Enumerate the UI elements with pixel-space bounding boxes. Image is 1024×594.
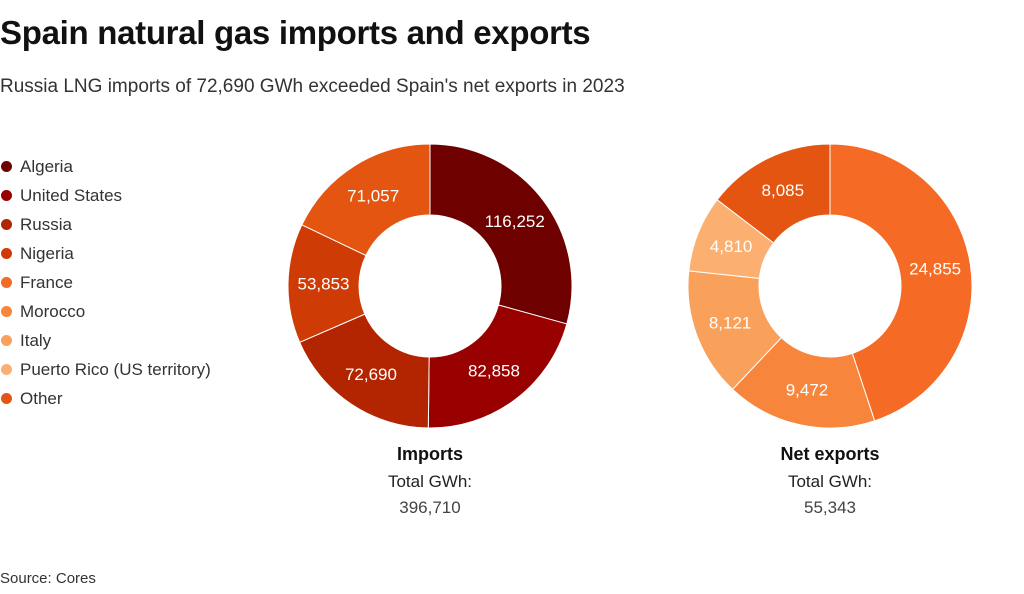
legend-label: Russia [20, 214, 72, 234]
imports-slice-algeria [429, 143, 573, 325]
exports-slice-value-label: 8,121 [709, 313, 752, 332]
legend-swatch [1, 277, 12, 288]
legend-swatch [1, 335, 12, 346]
exports-total-label: Total GWh: [787, 472, 873, 491]
exports-chart-name: Net exports [780, 444, 880, 464]
chart-subtitle: Russia LNG imports of 72,690 GWh exceede… [0, 76, 625, 97]
legend-swatch [1, 393, 12, 404]
legend-item: Russia [0, 210, 211, 239]
imports-slice-united-states [427, 304, 568, 429]
legend-swatch [1, 248, 12, 259]
legend-label: Other [20, 388, 63, 408]
legend-label: United States [20, 185, 123, 205]
exports-slice-value-label: 9,472 [786, 380, 829, 399]
exports-slice-france [829, 143, 973, 422]
legend-label: Morocco [20, 301, 86, 321]
legend-label: Puerto Rico (US territory) [20, 359, 211, 379]
legend-item: Puerto Rico (US territory) [0, 355, 211, 384]
imports-slice-value-label: 82,858 [468, 362, 520, 381]
legend-label: Nigeria [20, 243, 74, 263]
imports-slice-value-label: 71,057 [347, 186, 399, 205]
legend-swatch [1, 219, 12, 230]
exports-slice-value-label: 24,855 [909, 260, 961, 279]
exports-slice-value-label: 4,810 [710, 237, 753, 256]
imports-slice-russia [298, 313, 430, 429]
legend-swatch [1, 161, 12, 172]
exports-slice-value-label: 8,085 [762, 181, 805, 200]
imports-total-value: 396,710 [399, 498, 461, 517]
legend-item: Morocco [0, 297, 211, 326]
source-note: Source: Cores [0, 570, 96, 587]
legend-item: France [0, 268, 211, 297]
exports-slice-other [716, 143, 831, 244]
legend-item: Nigeria [0, 239, 211, 268]
chart-title: Spain natural gas imports and exports [0, 14, 591, 51]
legend: Algeria United States Russia Nigeria France M… [0, 152, 211, 413]
imports-slice-other [301, 143, 431, 257]
legend-item: Italy [0, 326, 211, 355]
imports-caption: Imports Total GWh: 396,710 [330, 441, 530, 520]
exports-total-value: 55,343 [804, 498, 856, 517]
exports-caption: Net exports Total GWh: 55,343 [730, 441, 930, 520]
legend-label: France [20, 272, 73, 292]
legend-swatch [1, 364, 12, 375]
legend-swatch [1, 306, 12, 317]
legend-label: Italy [20, 330, 52, 350]
imports-chart-name: Imports [396, 444, 463, 464]
legend-item: Other [0, 384, 211, 413]
legend-label: Algeria [20, 156, 73, 176]
exports-slice-morocco [731, 336, 876, 429]
imports-slice-value-label: 53,853 [298, 274, 350, 293]
legend-swatch [1, 190, 12, 201]
legend-item: Algeria [0, 152, 211, 181]
imports-slice-value-label: 116,252 [485, 212, 545, 231]
imports-total-label: Total GWh: [387, 472, 473, 491]
imports-slice-value-label: 72,690 [345, 365, 397, 384]
legend-item: United States [0, 181, 211, 210]
